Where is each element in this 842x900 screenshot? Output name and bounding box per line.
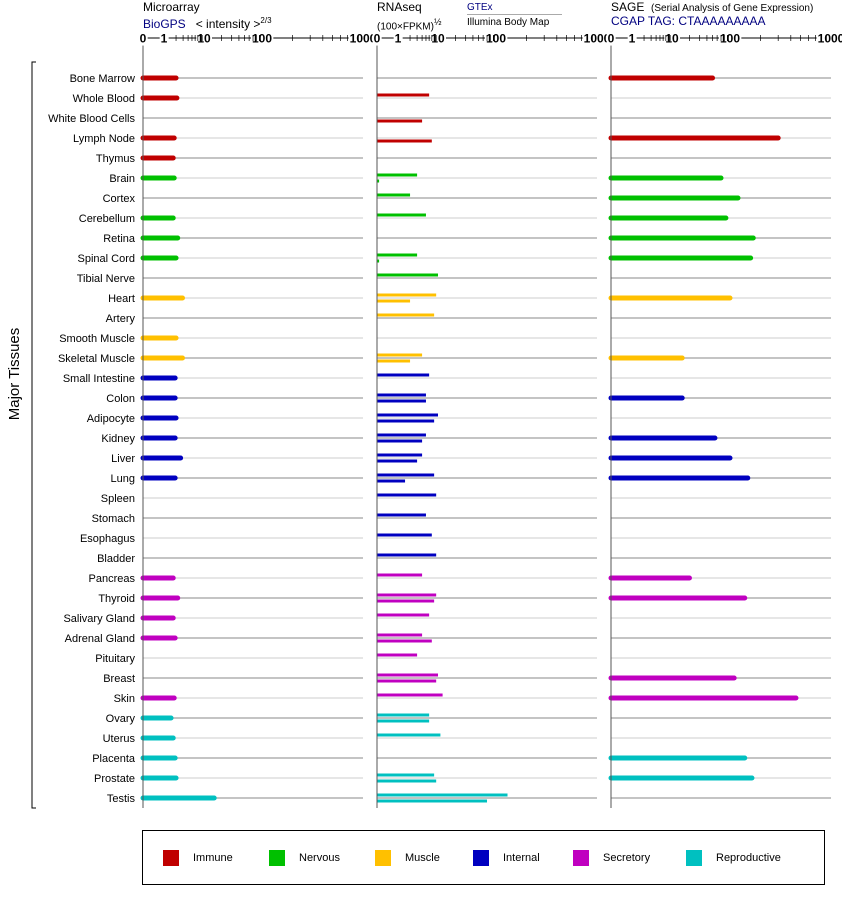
tissue-label: Ovary	[106, 713, 136, 725]
rnaseq-tick-label: 100	[486, 32, 506, 46]
tissue-label: Retina	[103, 233, 136, 245]
tissue-label: Placenta	[92, 753, 136, 765]
tissue-label: Liver	[111, 453, 135, 465]
tissue-label: Stomach	[92, 513, 135, 525]
tissue-label: Smooth Muscle	[59, 333, 135, 345]
microarray-title: Microarray	[143, 0, 200, 14]
tissue-label: Colon	[106, 393, 135, 405]
tissue-label: Tibial Nerve	[77, 273, 135, 285]
tissue-label: Cerebellum	[79, 213, 135, 225]
rnaseq-title: RNAseq	[377, 0, 422, 14]
microarray-tick-label: 100	[252, 32, 272, 46]
microarray-tick-label: 10	[197, 32, 211, 46]
sage-tick-label: 1	[629, 32, 636, 46]
tissue-label: Testis	[107, 793, 136, 805]
legend-item-secretory: Secretory	[573, 849, 650, 867]
tissue-label: Lung	[111, 473, 135, 485]
tissue-label: Salivary Gland	[63, 613, 135, 625]
tissue-label: Skeletal Muscle	[58, 353, 135, 365]
tissue-label: Thyroid	[98, 593, 135, 605]
sage-tick-label: 1000	[818, 32, 842, 46]
sage-title: SAGE (Serial Analysis of Gene Expression…	[611, 0, 814, 14]
tick-label-bg	[138, 31, 148, 46]
tissue-label: Lymph Node	[73, 133, 135, 145]
tissue-label: Thymus	[96, 153, 136, 165]
legend-item-immune: Immune	[163, 849, 233, 867]
rnaseq-source-divider	[467, 14, 562, 15]
legend-swatch-secretory	[573, 850, 589, 866]
tissue-label: Kidney	[101, 433, 135, 445]
gtex-link[interactable]: GTEx	[467, 2, 493, 13]
tissue-label: Small Intestine	[63, 373, 135, 385]
legend-item-muscle: Muscle	[375, 849, 440, 867]
tissue-label: Bone Marrow	[70, 73, 135, 85]
tick-label-bg	[582, 31, 612, 46]
legend-swatch-reproductive	[686, 850, 702, 866]
tick-label-bg	[606, 31, 616, 46]
tissue-label: Uterus	[103, 733, 136, 745]
tick-label-bg	[159, 31, 169, 46]
tissue-label: Brain	[109, 173, 135, 185]
tissue-label: Pituitary	[95, 653, 135, 665]
tissue-label: Adipocyte	[87, 413, 135, 425]
tissue-label: Whole Blood	[73, 93, 135, 105]
tissue-label: White Blood Cells	[48, 113, 135, 125]
tissue-label: Cortex	[103, 193, 136, 205]
legend-swatch-immune	[163, 850, 179, 866]
gridlines	[143, 77, 831, 799]
tissue-label: Bladder	[97, 553, 135, 565]
cgap-tag-link[interactable]: CGAP TAG: CTAAAAAAAAA	[611, 14, 766, 28]
legend-swatch-internal	[473, 850, 489, 866]
tissue-label: Pancreas	[89, 573, 136, 585]
sage-tick-label: 100	[720, 32, 740, 46]
y-axis-label: Major Tissues	[6, 328, 23, 421]
tick-label-bg	[372, 31, 382, 46]
legend-item-internal: Internal	[473, 849, 540, 867]
tissue-label: Esophagus	[80, 533, 136, 545]
tissue-label: Prostate	[94, 773, 135, 785]
sage-tick-label: 10	[665, 32, 679, 46]
rnaseq-metric: (100×FPKM)½	[377, 17, 442, 33]
tissue-label: Skin	[114, 693, 135, 705]
tissue-label: Spinal Cord	[78, 253, 135, 265]
tissue-label: Spleen	[101, 493, 135, 505]
microarray-tick-label: 1000	[350, 32, 377, 46]
tissue-label: Heart	[108, 293, 135, 305]
tissue-label: Artery	[106, 313, 136, 325]
bars	[140, 75, 799, 803]
microarray-subtitle: BioGPS < intensity >2/3	[143, 16, 272, 31]
rnaseq-tick-label: 1	[395, 32, 402, 46]
rnaseq-tick-label: 1000	[584, 32, 611, 46]
tissue-label: Adrenal Gland	[65, 633, 135, 645]
sage-tick-label: 0	[608, 32, 615, 46]
illumina-body-map-label: Illumina Body Map	[467, 17, 550, 28]
tick-label-bg	[627, 31, 637, 46]
legend: Immune Nervous Muscle Internal Secretory…	[142, 830, 825, 885]
rnaseq-tick-label: 10	[431, 32, 445, 46]
biogps-link[interactable]: BioGPS	[143, 17, 186, 31]
legend-item-reproductive: Reproductive	[686, 849, 781, 867]
legend-swatch-nervous	[269, 850, 285, 866]
tick-label-bg	[348, 31, 378, 46]
microarray-tick-label: 0	[140, 32, 147, 46]
tick-label-bg	[816, 31, 842, 46]
tick-label-bg	[393, 31, 403, 46]
legend-swatch-muscle	[375, 850, 391, 866]
rnaseq-tick-label: 0	[374, 32, 381, 46]
microarray-tick-label: 1	[161, 32, 168, 46]
legend-item-nervous: Nervous	[269, 849, 340, 867]
tissue-label: Breast	[103, 673, 135, 685]
tissue-bracket	[31, 61, 36, 809]
tissue-labels: Bone Marrow Whole Blood White Blood Cells L…	[48, 73, 136, 805]
